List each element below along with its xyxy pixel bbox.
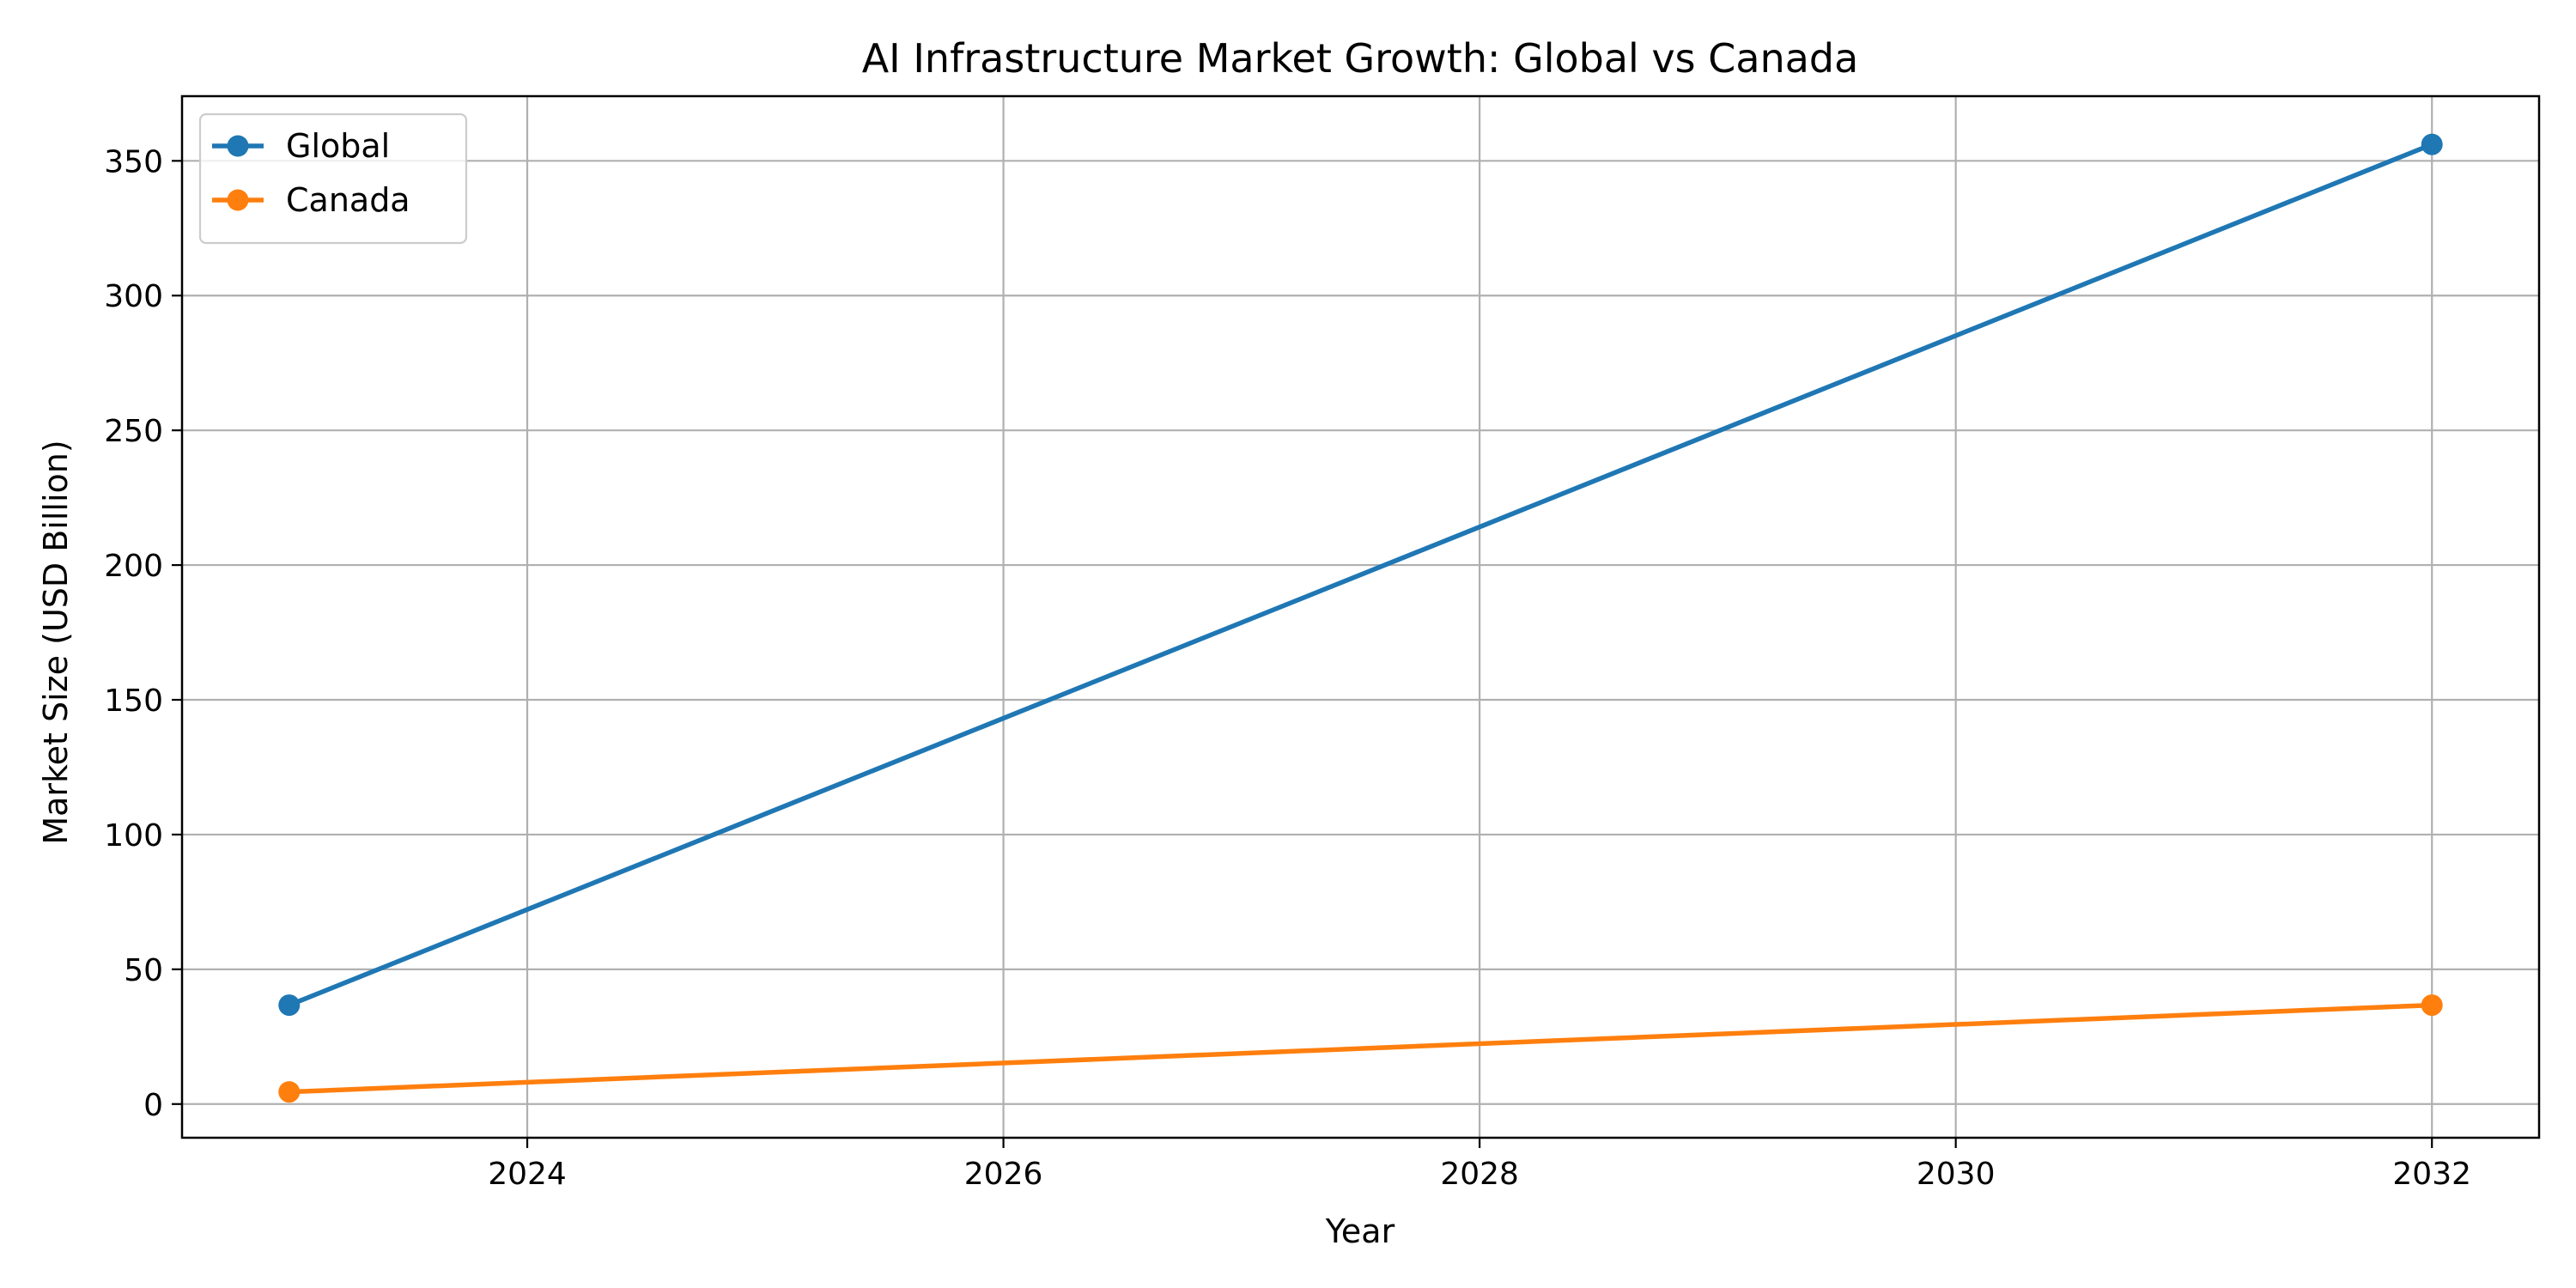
series-line-canada [289,1002,2433,1095]
x-tick-label: 2026 [964,1157,1043,1192]
y-tick-label: 350 [104,144,163,179]
plot-frame [180,94,2541,1139]
x-tick-label: 2030 [1917,1157,1996,1192]
tick-layer: 2024 2026 2028 2030 2032 0 50 100 150 200 250 300 35… [104,144,2471,1192]
legend-label-canada: Canada [286,181,410,219]
series-layer [278,133,2443,1103]
y-tick-label: 50 [124,953,163,988]
y-axis-title: Market Size (USD Billion) [37,440,75,844]
y-tick-label: 0 [143,1088,163,1123]
y-tick-label: 300 [104,279,163,314]
legend-marker-global [227,135,249,157]
x-tick-label: 2032 [2392,1157,2471,1192]
grid-layer [182,96,2539,1138]
y-tick-label: 100 [104,818,163,854]
chart-title: AI Infrastructure Market Growth: Global … [862,35,1859,82]
y-tick-label: 250 [104,414,163,449]
legend-marker-canada [227,189,249,211]
legend: Global Canada [198,112,468,245]
legend-box [198,112,468,245]
legend-label-global: Global [286,127,390,165]
data-point-global [278,994,301,1017]
y-tick-label: 150 [104,683,163,719]
x-tick-label: 2024 [488,1157,567,1192]
data-point-canada [2421,994,2443,1017]
series-line-global [288,142,2433,1008]
data-point-canada [278,1081,301,1103]
data-point-global [2421,133,2443,155]
y-tick-label: 200 [104,549,163,584]
x-tick-label: 2028 [1440,1157,1519,1192]
x-axis-title: Year [1325,1212,1395,1250]
